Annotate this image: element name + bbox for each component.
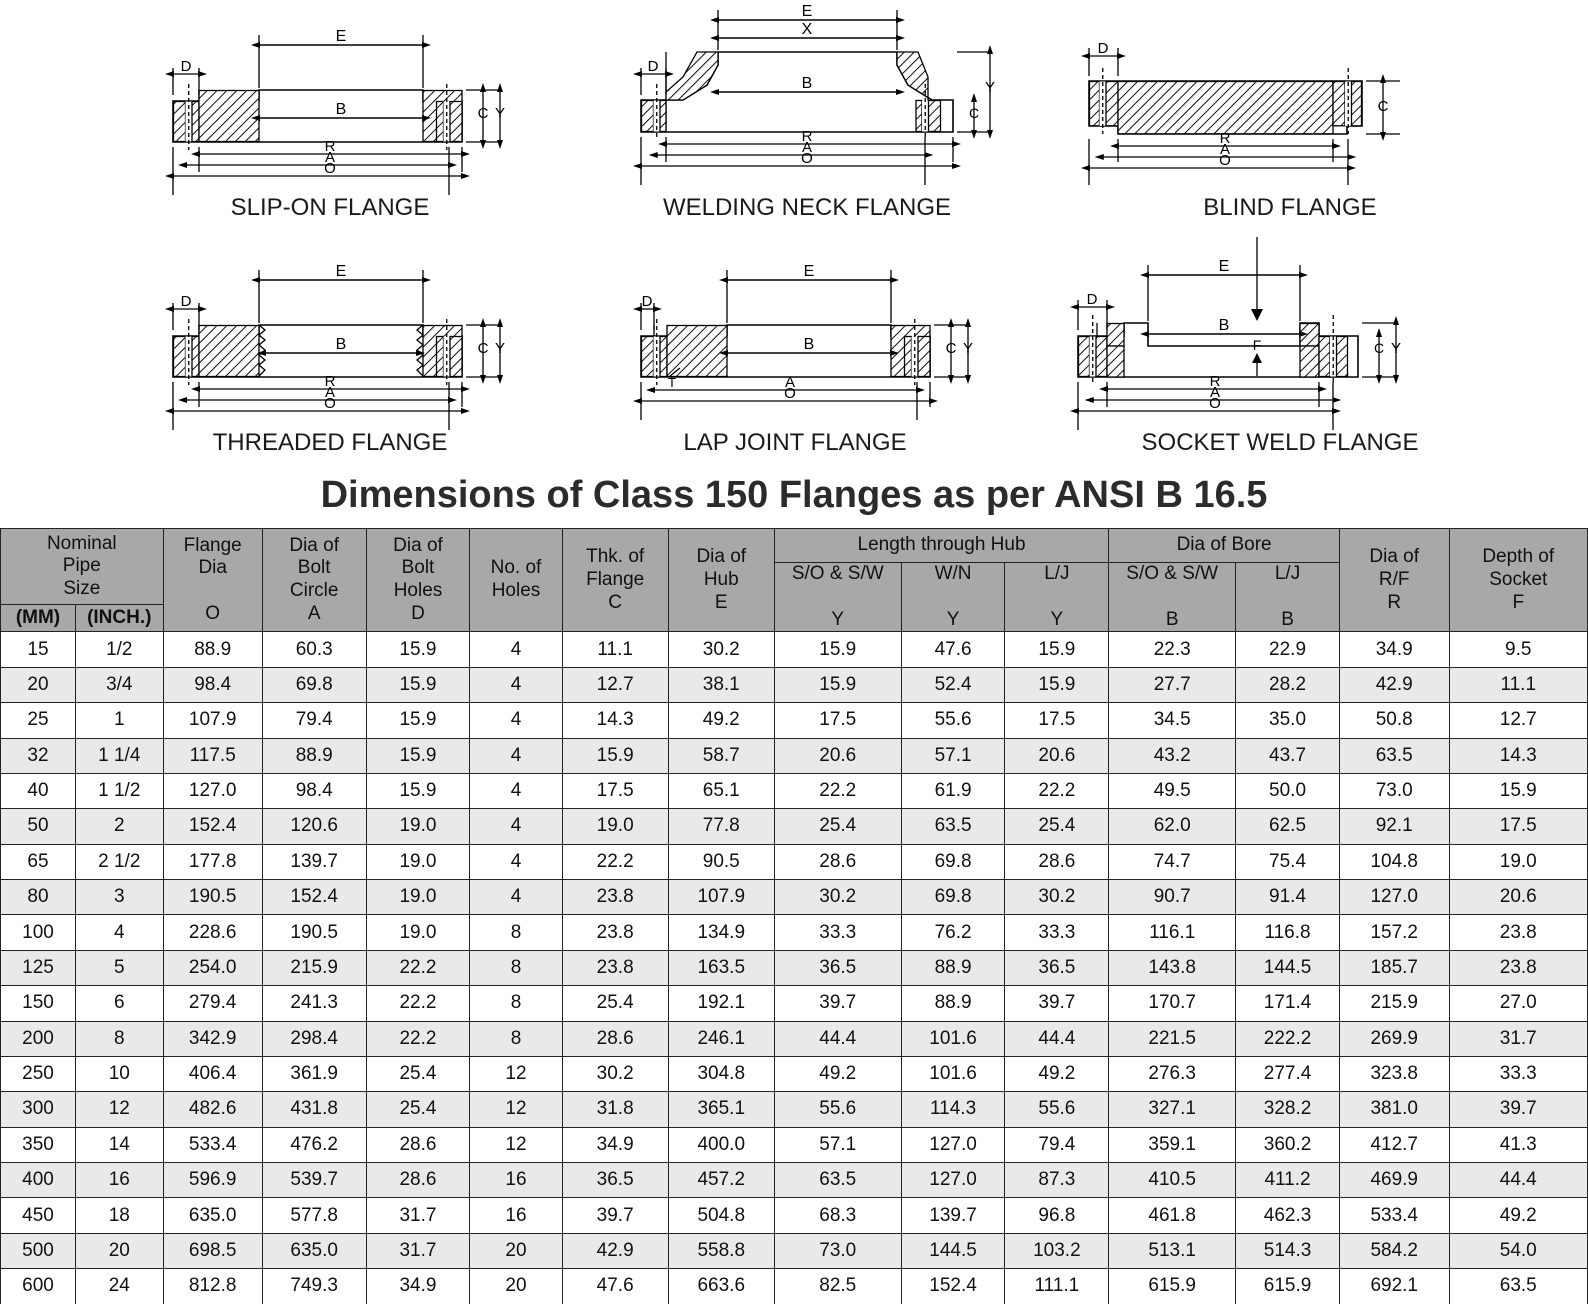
svg-text:E: E [336, 263, 347, 280]
svg-text:C: C [1378, 98, 1389, 115]
svg-text:C: C [478, 105, 489, 122]
svg-text:SOCKET WELD FLANGE: SOCKET WELD FLANGE [1142, 429, 1419, 456]
svg-text:F: F [1253, 337, 1262, 353]
svg-text:C: C [1374, 340, 1384, 356]
svg-text:THREADED FLANGE: THREADED FLANGE [213, 429, 448, 456]
svg-text:Y: Y [495, 105, 505, 122]
svg-text:D: D [1087, 291, 1098, 308]
svg-text:B: B [804, 336, 815, 353]
svg-text:B: B [802, 75, 813, 92]
svg-text:X: X [802, 21, 813, 38]
svg-text:T: T [668, 375, 676, 390]
svg-text:B: B [336, 336, 347, 353]
svg-text:D: D [181, 293, 192, 310]
svg-text:C: C [478, 340, 489, 357]
svg-text:E: E [804, 263, 815, 280]
svg-text:D: D [1098, 40, 1109, 57]
svg-text:B: B [336, 101, 347, 118]
svg-text:O: O [324, 395, 336, 412]
svg-text:Y: Y [495, 340, 505, 357]
svg-text:E: E [1219, 258, 1230, 275]
svg-text:C: C [946, 340, 957, 357]
svg-text:SLIP-ON FLANGE: SLIP-ON FLANGE [231, 194, 430, 221]
svg-text:B: B [1219, 317, 1230, 334]
svg-text:C: C [969, 105, 979, 121]
svg-text:E: E [802, 3, 813, 20]
svg-text:O: O [1219, 152, 1231, 169]
svg-text:E: E [336, 28, 347, 45]
svg-text:O: O [1209, 395, 1221, 412]
svg-text:D: D [181, 58, 192, 75]
svg-text:BLIND FLANGE: BLIND FLANGE [1203, 194, 1376, 221]
svg-text:O: O [784, 385, 796, 402]
svg-text:D: D [642, 293, 653, 310]
svg-text:O: O [324, 160, 336, 177]
svg-text:Y: Y [1391, 340, 1401, 357]
svg-text:D: D [648, 58, 659, 75]
svg-text:WELDING NECK FLANGE: WELDING NECK FLANGE [663, 194, 951, 221]
svg-text:Y: Y [985, 79, 995, 96]
svg-text:LAP JOINT FLANGE: LAP JOINT FLANGE [683, 429, 906, 456]
svg-text:Y: Y [963, 340, 973, 357]
svg-text:O: O [801, 150, 813, 167]
